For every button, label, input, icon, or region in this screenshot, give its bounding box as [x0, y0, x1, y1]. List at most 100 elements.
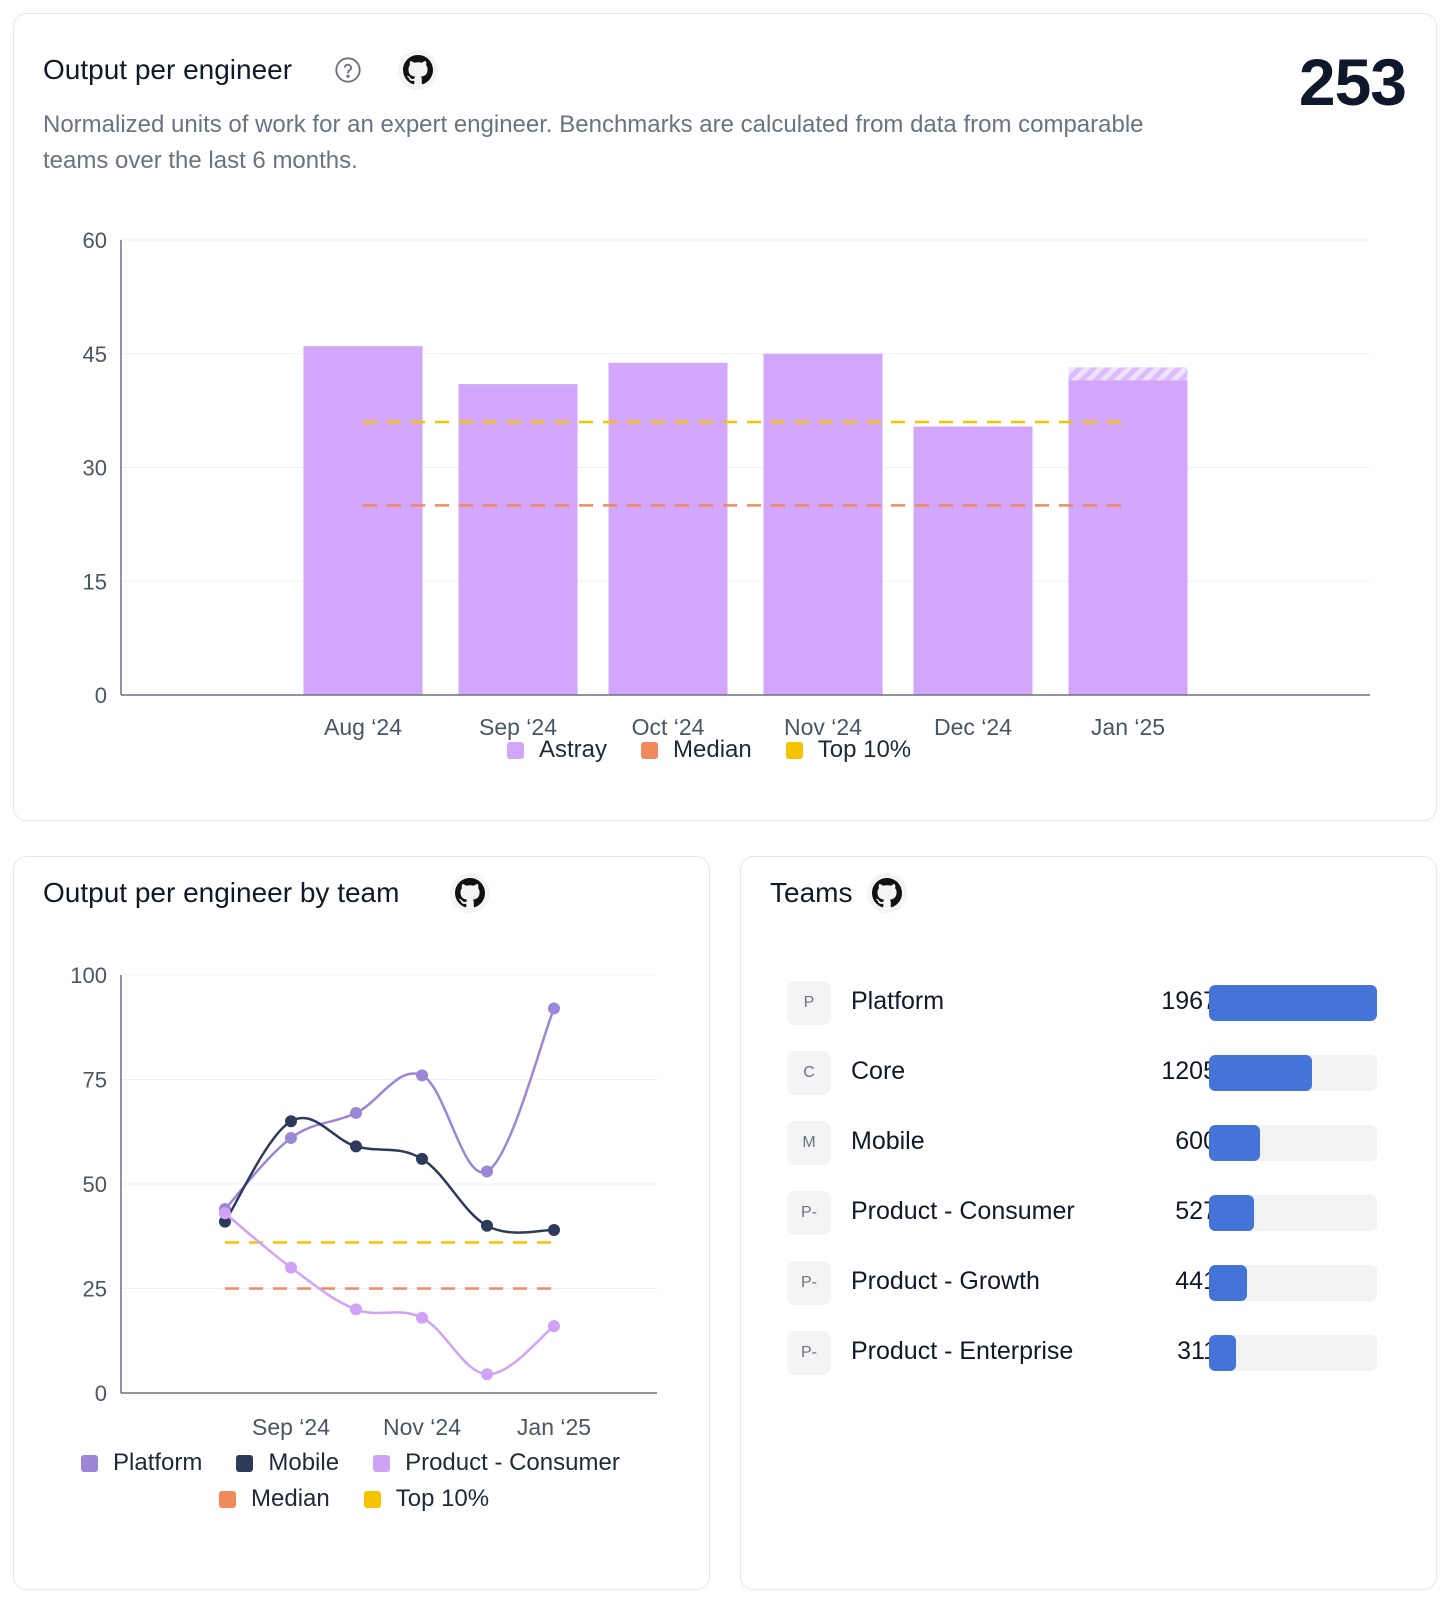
teams-card: Teams P Platform 1967 C Core 1205 M Mobile 600 P-…	[740, 856, 1437, 1590]
bar-legend-item[interactable]: Median	[641, 736, 752, 764]
data-point[interactable]	[416, 1311, 428, 1324]
card-title: Teams	[770, 877, 853, 908]
bar[interactable]	[763, 353, 883, 695]
y-tick-label: 0	[95, 1381, 107, 1406]
output-bar-chart: 0 15 30 45 60 Aug ‘24 Sep ‘24 Oct ‘24 Nov ‘24 Dec…	[83, 228, 1370, 740]
team-bar-fill	[1209, 985, 1377, 1021]
x-tick-label: Nov ‘24	[784, 714, 862, 740]
data-point[interactable]	[548, 1320, 560, 1333]
data-point[interactable]	[350, 1106, 362, 1119]
data-point[interactable]	[285, 1132, 297, 1145]
data-point[interactable]	[416, 1152, 428, 1165]
question-circle-icon[interactable]	[328, 50, 368, 90]
x-tick-label: Jan ‘25	[517, 1414, 591, 1440]
team-value: 1967	[1161, 987, 1217, 1015]
data-point[interactable]	[416, 1069, 428, 1082]
team-avatar: P	[787, 981, 831, 1025]
legend-swatch	[236, 1454, 254, 1472]
y-tick-label: 100	[70, 963, 107, 988]
x-tick-label: Sep ‘24	[252, 1414, 330, 1440]
line-legend-item[interactable]: Top 10%	[363, 1485, 490, 1513]
line-legend-item[interactable]: Product - Consumer	[373, 1449, 620, 1477]
legend-label: Mobile	[268, 1449, 340, 1476]
team-avatar: C	[787, 1051, 831, 1095]
x-tick-label: Oct ‘24	[632, 714, 705, 740]
team-avatar: P-	[787, 1261, 831, 1305]
team-bar-track	[1209, 1265, 1377, 1301]
bar-partial-segment[interactable]	[1068, 367, 1188, 381]
data-point[interactable]	[285, 1115, 297, 1128]
series-line	[224, 1212, 555, 1376]
team-row[interactable]: P- Product - Growth 441	[787, 1259, 1407, 1305]
team-avatar: P-	[787, 1191, 831, 1235]
legend-label: Median	[673, 736, 752, 763]
team-bar-track	[1209, 1335, 1377, 1371]
x-tick-label: Dec ‘24	[934, 714, 1012, 740]
team-avatar: P-	[787, 1331, 831, 1375]
legend-swatch	[373, 1454, 391, 1472]
y-tick-label: 45	[83, 342, 107, 367]
legend-swatch	[507, 741, 524, 759]
team-name: Product - Consumer	[851, 1197, 1075, 1225]
y-tick-label: 60	[83, 228, 107, 253]
team-row[interactable]: C Core 1205	[787, 1049, 1407, 1095]
line-legend-item[interactable]: Mobile	[236, 1449, 339, 1477]
line-legend-item[interactable]: Median	[219, 1485, 330, 1513]
legend-label: Platform	[113, 1449, 203, 1476]
bar[interactable]	[1068, 380, 1188, 695]
team-bar-fill	[1209, 1125, 1261, 1161]
team-name: Core	[851, 1057, 906, 1085]
bar[interactable]	[608, 362, 728, 695]
legend-swatch	[785, 741, 803, 759]
bar-legend-item[interactable]: Top 10%	[785, 736, 912, 764]
legend-label: Top 10%	[817, 736, 912, 763]
data-point[interactable]	[481, 1219, 493, 1232]
bar-chart-legend: Astray Median Top 10%	[507, 736, 945, 764]
data-point[interactable]	[481, 1165, 493, 1178]
bar[interactable]	[303, 346, 423, 695]
y-tick-label: 25	[83, 1277, 107, 1302]
series-line	[224, 1007, 556, 1210]
team-row[interactable]: P Platform 1967	[787, 979, 1407, 1025]
legend-label: Median	[251, 1485, 330, 1512]
bar[interactable]	[458, 384, 578, 695]
team-bar-track	[1209, 1195, 1377, 1231]
data-point[interactable]	[219, 1215, 231, 1228]
data-point[interactable]	[285, 1261, 297, 1274]
team-value: 1205	[1161, 1057, 1217, 1085]
team-name: Product - Growth	[851, 1267, 1040, 1295]
data-point[interactable]	[219, 1207, 231, 1220]
team-name: Mobile	[851, 1127, 925, 1155]
data-point[interactable]	[481, 1368, 493, 1381]
legend-swatch	[219, 1490, 236, 1508]
team-row[interactable]: M Mobile 600	[787, 1119, 1407, 1165]
team-row[interactable]: P- Product - Enterprise 311	[787, 1329, 1407, 1375]
github-icon[interactable]	[398, 50, 438, 90]
data-point[interactable]	[548, 1223, 560, 1236]
data-point[interactable]	[548, 1002, 560, 1015]
data-point[interactable]	[350, 1140, 362, 1153]
legend-label: Top 10%	[395, 1485, 490, 1512]
series-line	[223, 1116, 555, 1234]
team-bar-track	[1209, 985, 1377, 1021]
team-bar-fill	[1209, 1055, 1312, 1091]
bar-legend-item[interactable]: Astray	[507, 736, 607, 764]
card-title: Output per engineer by team	[43, 877, 400, 908]
team-bar-fill	[1209, 1335, 1236, 1371]
x-tick-label: Jan ‘25	[1091, 714, 1165, 740]
card-subtitle: Normalized units of work for an expert e…	[43, 111, 1144, 174]
github-icon[interactable]	[867, 873, 907, 913]
team-row[interactable]: P- Product - Consumer 527	[787, 1189, 1407, 1235]
team-name: Platform	[851, 987, 945, 1015]
y-tick-label: 30	[83, 456, 107, 481]
team-avatar: M	[787, 1121, 831, 1165]
legend-swatch	[641, 741, 659, 759]
bar[interactable]	[913, 426, 1033, 695]
github-icon[interactable]	[450, 873, 490, 913]
line-legend-item[interactable]: Platform	[81, 1449, 202, 1477]
legend-label: Astray	[539, 736, 608, 763]
data-point[interactable]	[350, 1303, 362, 1316]
output-per-engineer-card: Output per engineer 253 Normalized units…	[13, 13, 1437, 821]
y-tick-label: 15	[83, 569, 107, 594]
legend-label: Product - Consumer	[405, 1449, 620, 1476]
